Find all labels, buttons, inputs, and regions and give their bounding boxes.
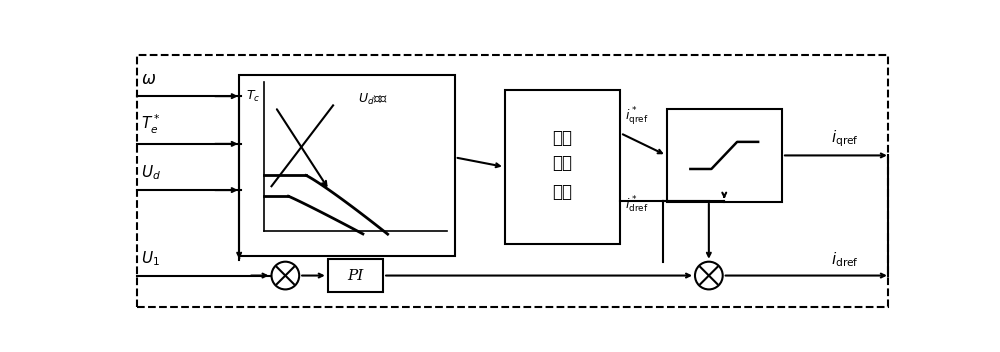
Text: 优化: 优化 — [553, 129, 573, 147]
Text: $U_d$: $U_d$ — [141, 164, 161, 182]
Text: $T_c$: $T_c$ — [246, 88, 261, 103]
Text: $U_d$减小: $U_d$减小 — [358, 92, 388, 107]
Bar — [666, 109, 782, 202]
Text: $i^*_{\mathrm{qref}}$: $i^*_{\mathrm{qref}}$ — [625, 106, 648, 128]
Text: 策略: 策略 — [553, 183, 573, 201]
Text: $\omega$: $\omega$ — [141, 71, 157, 88]
Bar — [239, 75, 455, 256]
Text: PI: PI — [347, 269, 364, 283]
Text: 控制: 控制 — [553, 154, 573, 172]
Bar — [328, 259, 383, 292]
Text: $i^*_{\mathrm{dref}}$: $i^*_{\mathrm{dref}}$ — [625, 194, 648, 215]
Bar — [505, 90, 620, 244]
Text: $i_{\mathrm{qref}}$: $i_{\mathrm{qref}}$ — [831, 129, 858, 149]
Text: $T_e^*$: $T_e^*$ — [141, 113, 161, 136]
Text: $i_{\mathrm{dref}}$: $i_{\mathrm{dref}}$ — [831, 251, 858, 269]
Text: $U_1$: $U_1$ — [141, 249, 160, 268]
